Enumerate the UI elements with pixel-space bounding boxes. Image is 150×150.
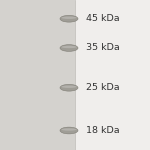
Ellipse shape <box>61 16 77 19</box>
Ellipse shape <box>60 45 78 51</box>
Text: 35 kDa: 35 kDa <box>86 44 120 52</box>
Ellipse shape <box>60 15 78 22</box>
Ellipse shape <box>60 84 78 91</box>
Ellipse shape <box>61 85 77 88</box>
Text: 45 kDa: 45 kDa <box>86 14 120 23</box>
Ellipse shape <box>60 127 78 134</box>
Text: 18 kDa: 18 kDa <box>86 126 120 135</box>
Ellipse shape <box>61 46 77 48</box>
Text: 25 kDa: 25 kDa <box>86 83 120 92</box>
FancyBboxPatch shape <box>75 0 150 150</box>
Ellipse shape <box>61 128 77 131</box>
FancyBboxPatch shape <box>0 0 75 150</box>
